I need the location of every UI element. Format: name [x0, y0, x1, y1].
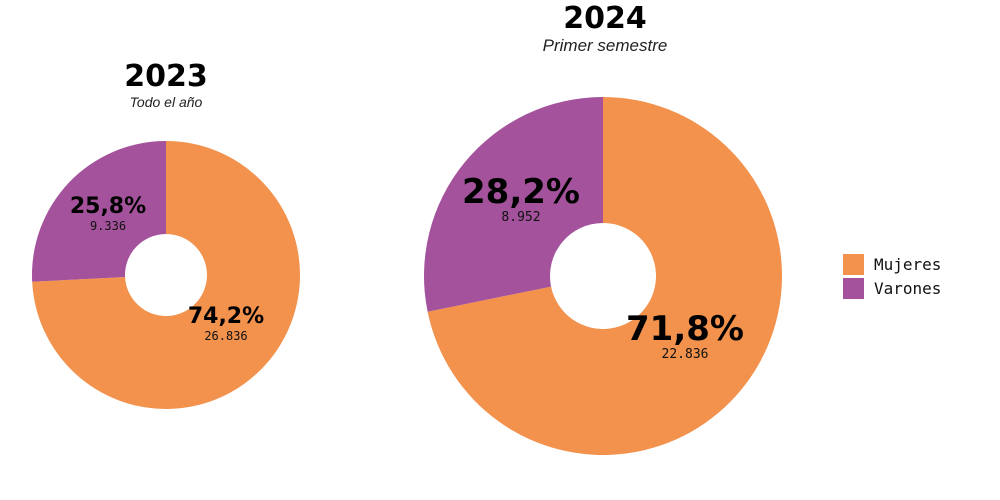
legend-label-varones: Varones	[874, 278, 942, 298]
legend-item-mujeres: Mujeres	[843, 252, 941, 276]
count-label-2023-varones: 9.336	[90, 219, 126, 233]
legend-swatch-mujeres	[843, 253, 864, 275]
legend-label-mujeres: Mujeres	[874, 254, 942, 274]
chart-2023-heading: 2023 Todo el año	[86, 59, 246, 111]
donut-slice-2023-varones	[32, 141, 166, 282]
legend-swatch-varones	[843, 277, 864, 299]
pct-label-2024-varones: 28,2%	[462, 172, 580, 212]
donut-slice-2024-varones	[424, 97, 603, 312]
chart-2023-subtitle: Todo el año	[129, 94, 203, 110]
chart-2024-subtitle: Primer semestre	[542, 36, 668, 55]
count-label-2024-varones: 8.952	[501, 210, 540, 225]
count-label-2023-mujeres: 26.836	[204, 329, 247, 343]
pct-label-2023-mujeres: 74,2%	[188, 304, 264, 329]
count-label-2024-mujeres: 22.836	[662, 347, 709, 362]
legend-item-varones: Varones	[843, 276, 941, 300]
chart-2024-heading: 2024 Primer semestre	[500, 4, 710, 56]
donut-slice-2024-mujeres	[427, 97, 782, 456]
pct-label-2023-varones: 25,8%	[70, 194, 146, 219]
pct-label-2024-mujeres: 71,8%	[626, 309, 744, 349]
chart-2023-title: 2023	[124, 59, 208, 94]
chart-2024-title: 2024	[563, 1, 647, 36]
donut-slice-2023-mujeres	[32, 141, 301, 409]
legend: Mujeres Varones	[843, 252, 941, 300]
